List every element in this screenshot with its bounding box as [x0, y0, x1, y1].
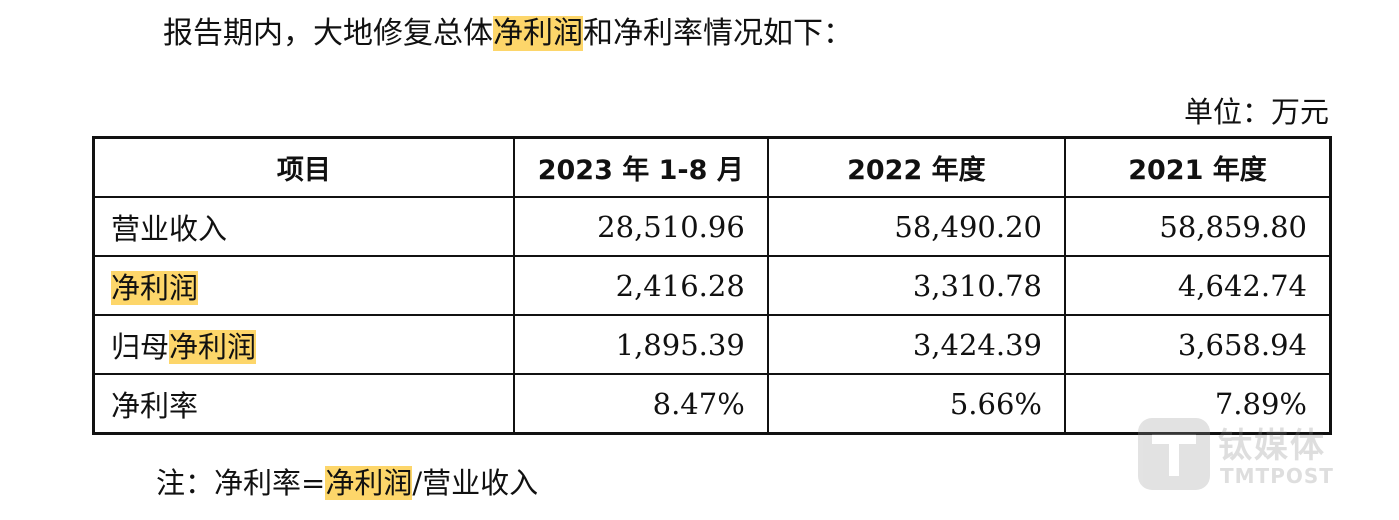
- table-cell: 58,859.80: [1064, 196, 1332, 257]
- table-row: 净利润 2,416.28 3,310.78 4,642.74: [92, 255, 1332, 316]
- table-cell: 58,490.20: [766, 196, 1067, 257]
- header-item: 项目: [92, 136, 515, 198]
- table-cell: 8.47%: [512, 373, 769, 435]
- row-label-highlight: 净利润: [169, 329, 257, 364]
- table-cell: 3,658.94: [1064, 314, 1332, 375]
- header-2021: 2021 年度: [1064, 136, 1332, 198]
- watermark-en-text: TMTPOST: [1220, 464, 1334, 488]
- tmtpost-logo-icon: [1138, 418, 1210, 490]
- table-row: 归母净利润 1,895.39 3,424.39 3,658.94: [92, 314, 1332, 375]
- row-label-text: 净利率: [111, 388, 199, 423]
- watermark-cn-text: 钛媒体: [1218, 426, 1326, 466]
- note-text-after: /营业收入: [412, 466, 539, 500]
- table-cell: 1,895.39: [512, 314, 769, 375]
- table-cell: 7.89%: [1064, 373, 1332, 435]
- table-row: 营业收入 28,510.96 58,490.20 58,859.80: [92, 196, 1332, 257]
- tmtpost-watermark: 钛媒体 TMTPOST: [1138, 416, 1348, 496]
- table-cell: 4,642.74: [1064, 255, 1332, 316]
- table-row: 净利率 8.47% 5.66% 7.89%: [92, 373, 1332, 435]
- row-label-highlight: 净利润: [111, 270, 199, 305]
- table-cell: 3,424.39: [766, 314, 1067, 375]
- note-text-before: 注：净利率=: [156, 466, 326, 500]
- row-label: 净利润: [92, 255, 515, 316]
- table-header-row: 项目 2023 年 1-8 月 2022 年度 2021 年度: [92, 136, 1332, 198]
- intro-text-after: 和净利率情况如下：: [583, 16, 853, 51]
- row-label: 归母净利润: [92, 314, 515, 375]
- footnote: 注：净利率=净利润/营业收入: [156, 462, 538, 504]
- row-label-text: 归母: [111, 329, 170, 364]
- row-label: 净利率: [92, 373, 515, 435]
- financial-table: 项目 2023 年 1-8 月 2022 年度 2021 年度 营业收入 28,…: [92, 136, 1332, 435]
- row-label: 营业收入: [92, 196, 515, 257]
- table-cell: 5.66%: [766, 373, 1067, 435]
- intro-text-before: 报告期内，大地修复总体: [163, 16, 493, 51]
- unit-label: 单位：万元: [1183, 95, 1329, 129]
- header-2023-jan-aug: 2023 年 1-8 月: [512, 136, 769, 198]
- table-cell: 2,416.28: [512, 255, 769, 316]
- note-highlight: 净利润: [325, 466, 413, 500]
- header-2022: 2022 年度: [766, 136, 1067, 198]
- table-cell: 28,510.96: [512, 196, 769, 257]
- intro-highlight: 净利润: [493, 16, 583, 51]
- intro-sentence: 报告期内，大地修复总体净利润和净利率情况如下：: [163, 12, 853, 56]
- row-label-text: 营业收入: [111, 211, 228, 246]
- table-cell: 3,310.78: [766, 255, 1067, 316]
